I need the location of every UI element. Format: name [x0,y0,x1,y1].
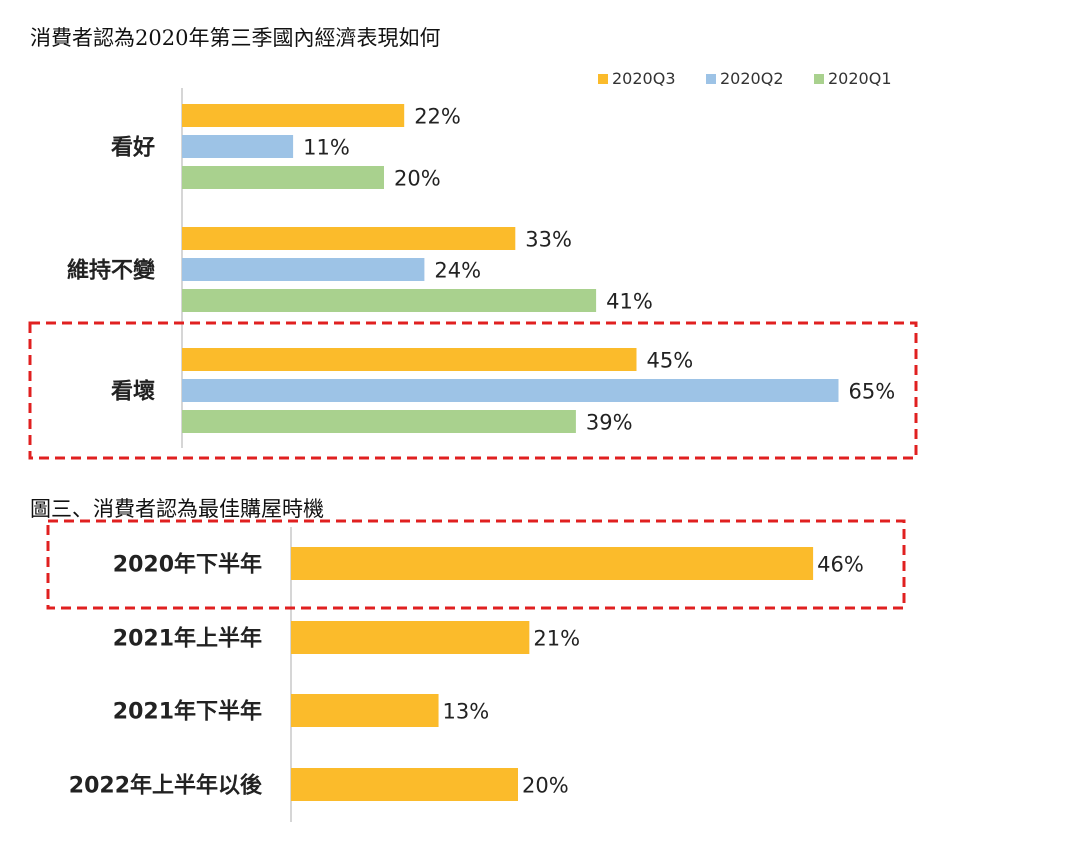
chart2-bar [291,547,814,580]
chart2-category-label: 2021年下半年 [113,699,262,725]
chart2-value-labels: 46% 21% 13% 20% [443,553,864,798]
chart2-bars [291,547,814,801]
chart-best-buy-time: 圖三、消費者認為最佳購屋時機 2020年下半年2021年上半年2021年下半年2… [30,497,906,822]
chart1-bars [182,104,839,433]
chart2-category-label: 2020年下半年 [113,552,262,578]
chart2-value-label: 46% [817,553,864,577]
chart1-legend-swatch [598,74,608,84]
chart1-bar-2020q2 [182,379,839,402]
chart1-category-label: 維持不變 [67,258,156,284]
chart1-legend-label: 2020Q3 [612,69,676,88]
chart1-legend-swatch [706,74,716,84]
chart1-legend: 2020Q3 2020Q2 2020Q1 [598,69,892,88]
chart2-bar [291,768,518,801]
chart1-bar-2020q3 [182,348,637,371]
chart1-bar-2020q1 [182,410,576,433]
chart1-bar-2020q1 [182,289,597,312]
chart1-bar-2020q1 [182,166,384,189]
chart1-bar-2020q3 [182,227,516,250]
chart1-value-label: 33% [525,228,572,252]
chart2-highlight-box [46,519,906,610]
chart1-bar-2020q2 [182,258,425,281]
chart1-value-label: 11% [303,136,350,160]
chart2-bar [291,621,530,654]
chart-economy-outlook: 消費者認為2020年第三季國內經濟表現如何 2020Q3 2020Q2 2020Q1… [28,26,918,460]
chart2-value-label: 13% [443,700,490,724]
chart1-title: 消費者認為2020年第三季國內經濟表現如何 [30,26,440,50]
chart1-value-label: 41% [606,290,653,314]
chart1-value-labels: 22% 11% 20% 33% 24% 41% 45% 65% 39% [303,105,895,435]
chart1-value-label: 65% [849,380,896,404]
chart1-value-label: 22% [414,105,461,129]
chart1-legend-label: 2020Q1 [828,69,892,88]
chart2-title: 圖三、消費者認為最佳購屋時機 [30,497,324,521]
chart1-category-label: 看好 [111,135,155,161]
chart1-legend-label: 2020Q2 [720,69,784,88]
chart1-legend-swatch [814,74,824,84]
chart1-value-label: 20% [394,167,441,191]
chart2-value-label: 20% [522,774,569,798]
chart2-category-label: 2021年上半年 [113,626,262,652]
chart1-value-label: 24% [434,259,481,283]
chart1-category-label: 看壞 [111,379,155,405]
chart2-category-labels: 2020年下半年 2021年上半年 2021年下半年 2022年上半年以後 [69,552,263,799]
chart1-value-label: 45% [647,349,694,373]
chart2-value-label: 21% [533,627,580,651]
chart1-bar-2020q3 [182,104,405,127]
chart1-highlight-box [28,321,918,460]
chart1-value-label: 39% [586,411,633,435]
chart2-bar [291,694,439,727]
chart1-bar-2020q2 [182,135,294,158]
chart2-category-label: 2022年上半年以後 [69,773,263,799]
